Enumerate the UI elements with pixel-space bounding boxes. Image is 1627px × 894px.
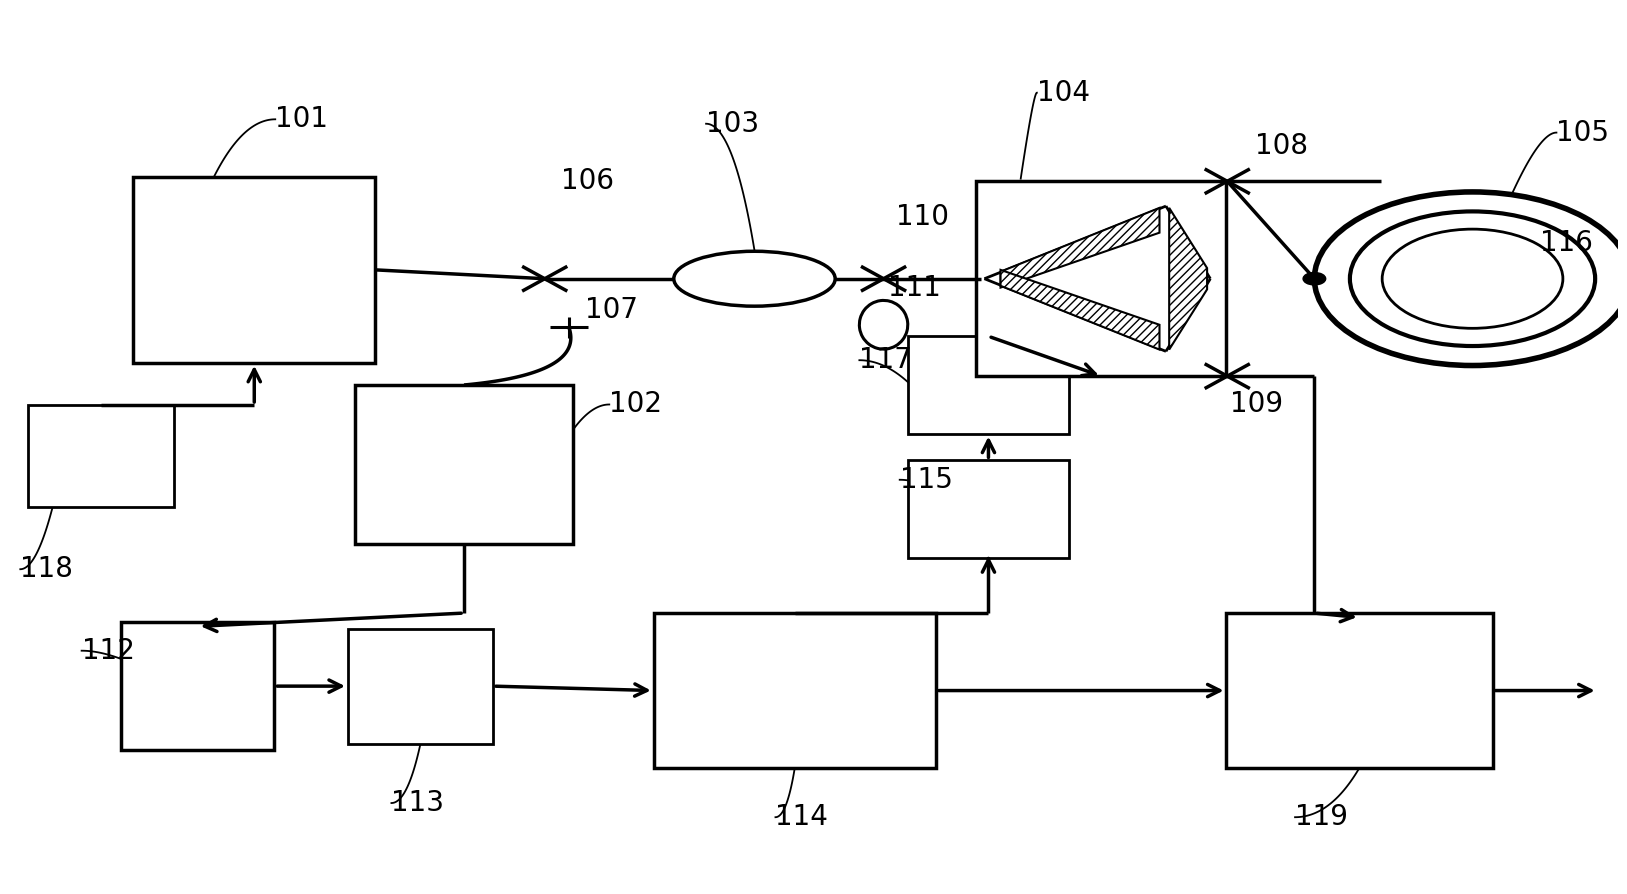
Text: 106: 106 [561,167,613,195]
Bar [654,613,936,768]
Circle shape [1315,192,1627,366]
Ellipse shape [674,251,835,306]
Bar [1227,613,1492,768]
Text: 111: 111 [888,274,942,301]
Circle shape [1350,211,1594,346]
Polygon shape [1001,208,1160,288]
Text: 110: 110 [896,203,950,231]
Bar [133,177,376,363]
Text: 115: 115 [900,466,952,493]
Text: 118: 118 [20,555,73,583]
Bar [908,336,1069,434]
Circle shape [1383,229,1564,328]
Polygon shape [1001,270,1160,350]
Text: 102: 102 [608,391,662,418]
Text: 119: 119 [1295,803,1349,831]
Bar [120,622,275,750]
Text: 107: 107 [586,296,638,324]
Text: 116: 116 [1541,229,1593,257]
Text: 113: 113 [392,789,444,817]
Bar [908,460,1069,558]
Text: 108: 108 [1254,132,1308,160]
Bar [355,385,573,544]
Text: 104: 104 [1036,79,1090,106]
Text: 112: 112 [81,637,135,665]
Text: 103: 103 [706,110,760,138]
Text: 101: 101 [275,105,329,133]
Circle shape [1303,273,1326,285]
Text: 117: 117 [859,346,913,375]
Bar [28,405,174,507]
Polygon shape [1170,208,1207,350]
Bar [348,628,493,744]
Bar [976,181,1227,376]
Text: 109: 109 [1230,391,1284,418]
Text: 105: 105 [1557,119,1609,147]
Text: 114: 114 [776,803,828,831]
